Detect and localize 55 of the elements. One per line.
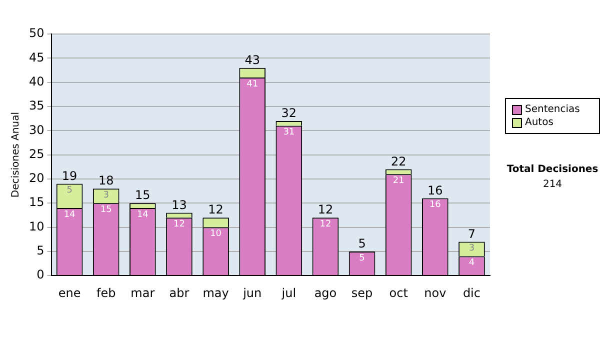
total-label: 19 <box>62 168 78 183</box>
legend-label: Sentencias <box>525 103 580 116</box>
y-tick-label: 50 <box>28 26 44 40</box>
x-tick-label: mar <box>130 286 155 300</box>
total-label: 7 <box>468 226 476 241</box>
data-label: 14 <box>136 210 149 220</box>
x-tick-label: dic <box>462 286 480 300</box>
x-tick-label: oct <box>389 286 408 300</box>
data-label: 3 <box>468 244 475 254</box>
y-tick-label: 15 <box>28 195 44 210</box>
y-tick-label: 10 <box>28 219 44 234</box>
total-label: 16 <box>428 183 443 198</box>
data-label: 5 <box>66 186 72 196</box>
data-label: 31 <box>283 128 295 138</box>
total-label: 15 <box>135 188 150 202</box>
total-label: 43 <box>244 52 260 67</box>
x-tick-label: sep <box>351 286 373 300</box>
x-tick-label: feb <box>96 286 116 300</box>
total-label: 13 <box>172 198 187 212</box>
data-label: 12 <box>174 219 185 230</box>
x-tick-label: jul <box>280 286 296 300</box>
y-tick-label: 20 <box>28 171 44 186</box>
text: 214 <box>542 179 564 190</box>
data-label: 5 <box>359 253 365 264</box>
y-tick-label: 35 <box>28 98 44 113</box>
text: Total Decisiones <box>506 164 600 175</box>
data-label: 3 <box>103 190 109 200</box>
total-label: 32 <box>281 106 297 120</box>
data-label: 21 <box>392 176 404 186</box>
y-tick-label: 45 <box>28 50 44 64</box>
x-tick-label: abr <box>169 286 190 300</box>
x-tick-label: nov <box>424 286 446 300</box>
total-label: 12 <box>318 202 334 217</box>
x-tick-label: may <box>202 286 229 300</box>
total-label: 18 <box>98 174 114 188</box>
y-axis-title: Decisiones Anual <box>10 112 22 198</box>
data-label: 10 <box>210 229 222 240</box>
total-label: 22 <box>390 154 406 168</box>
y-tick-label: 30 <box>28 122 44 137</box>
y-tick-label: 0 <box>36 268 44 282</box>
y-tick-label: 5 <box>36 244 44 258</box>
y-tick-label: 25 <box>28 146 44 161</box>
legend-label: Autos <box>525 116 554 129</box>
data-label: 4 <box>468 258 475 268</box>
total-label: 5 <box>358 236 366 251</box>
total-label: 12 <box>208 202 224 217</box>
data-label: 12 <box>320 219 332 230</box>
x-tick-label: jun <box>242 286 262 300</box>
data-label: 15 <box>100 204 112 215</box>
data-label: 14 <box>64 210 76 220</box>
x-tick-label: ene <box>58 286 81 300</box>
x-tick-label: ago <box>314 286 337 300</box>
y-tick-label: 40 <box>28 74 44 88</box>
data-label: 41 <box>246 79 258 90</box>
data-label: 16 <box>429 200 442 210</box>
